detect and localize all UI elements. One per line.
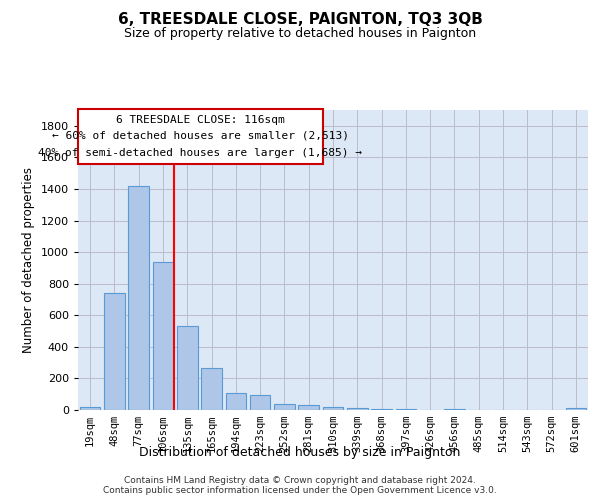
FancyBboxPatch shape — [78, 108, 323, 164]
Bar — [347, 408, 368, 410]
Bar — [323, 407, 343, 410]
Bar — [250, 395, 271, 410]
Text: ← 60% of detached houses are smaller (2,513): ← 60% of detached houses are smaller (2,… — [52, 131, 349, 141]
Y-axis label: Number of detached properties: Number of detached properties — [22, 167, 35, 353]
Text: 6, TREESDALE CLOSE, PAIGNTON, TQ3 3QB: 6, TREESDALE CLOSE, PAIGNTON, TQ3 3QB — [118, 12, 482, 28]
Bar — [177, 326, 197, 410]
Bar — [274, 404, 295, 410]
Bar — [104, 293, 125, 410]
Text: Distribution of detached houses by size in Paignton: Distribution of detached houses by size … — [139, 446, 461, 459]
Text: 40% of semi-detached houses are larger (1,685) →: 40% of semi-detached houses are larger (… — [38, 148, 362, 158]
Bar — [80, 407, 100, 410]
Text: Size of property relative to detached houses in Paignton: Size of property relative to detached ho… — [124, 28, 476, 40]
Bar — [566, 408, 586, 410]
Bar — [298, 406, 319, 410]
Text: 6 TREESDALE CLOSE: 116sqm: 6 TREESDALE CLOSE: 116sqm — [116, 114, 285, 124]
Bar — [201, 368, 222, 410]
Text: Contains HM Land Registry data © Crown copyright and database right 2024.
Contai: Contains HM Land Registry data © Crown c… — [103, 476, 497, 495]
Bar — [128, 186, 149, 410]
Bar — [444, 409, 465, 410]
Bar — [226, 394, 246, 410]
Bar — [371, 409, 392, 410]
Bar — [395, 409, 416, 410]
Bar — [152, 262, 173, 410]
